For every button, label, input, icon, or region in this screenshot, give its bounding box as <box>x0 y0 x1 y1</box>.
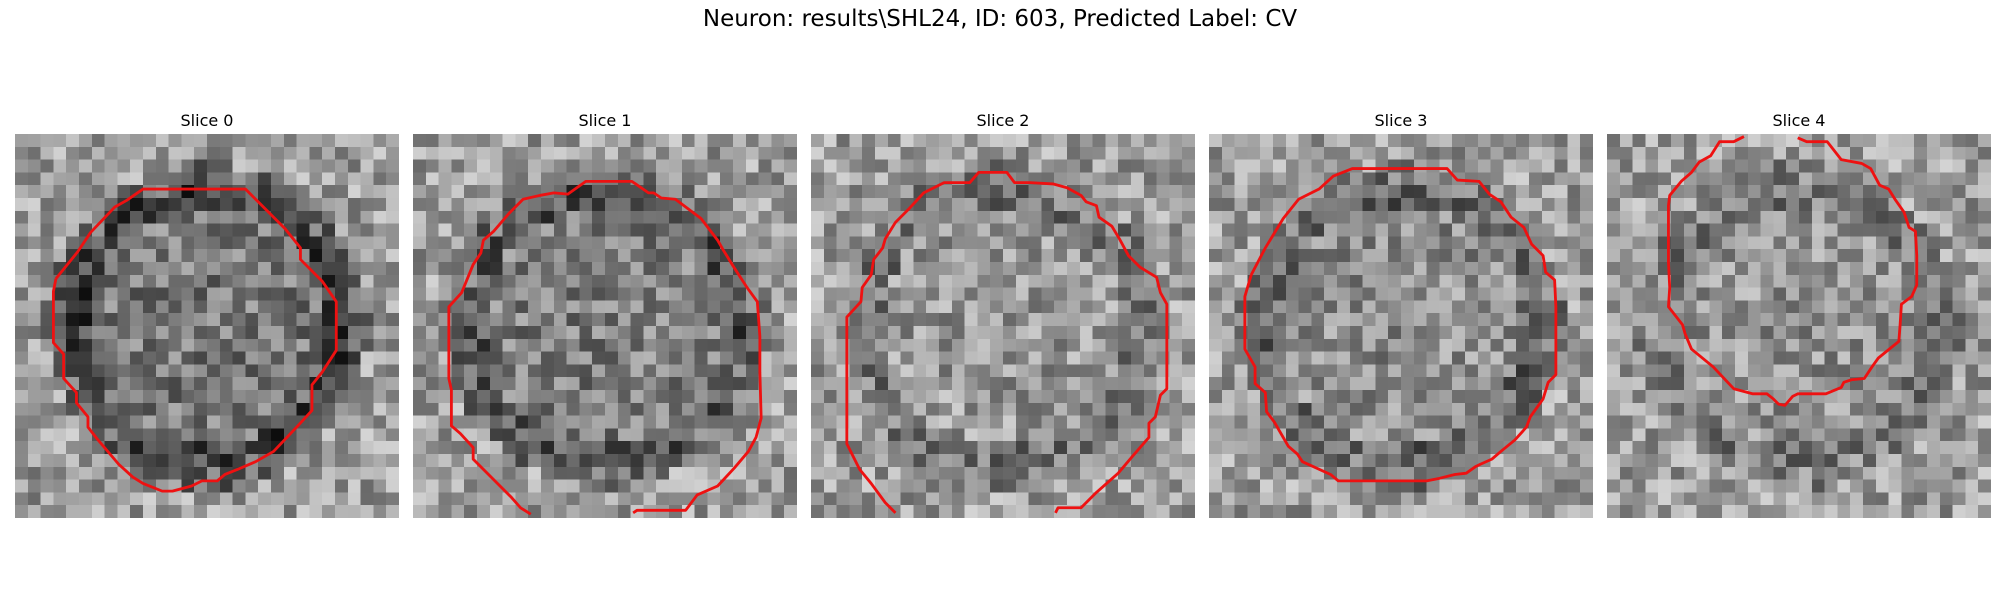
slice-title-1: Slice 1 <box>578 111 632 130</box>
segmentation-contour <box>845 170 1169 514</box>
segmentation-contour <box>447 179 763 516</box>
slice-panel-0: Slice 0 <box>15 108 399 518</box>
slice-panel-4: Slice 4 <box>1607 108 1991 518</box>
slice-image-1 <box>413 134 797 518</box>
slice-image-0 <box>15 134 399 518</box>
segmentation-contour <box>1667 135 1919 407</box>
segmentation-contour <box>1243 167 1558 483</box>
slice-image-3 <box>1209 134 1593 518</box>
slice-title-3: Slice 3 <box>1374 111 1428 130</box>
slice-title-2: Slice 2 <box>976 111 1030 130</box>
slice-panel-2: Slice 2 <box>811 108 1195 518</box>
slice-image-2 <box>811 134 1195 518</box>
slice-panel-3: Slice 3 <box>1209 108 1593 518</box>
slice-image-4 <box>1607 134 1991 518</box>
slice-title-4: Slice 4 <box>1772 111 1826 130</box>
segmentation-contour <box>51 187 338 493</box>
slice-panel-1: Slice 1 <box>413 108 797 518</box>
slice-title-0: Slice 0 <box>180 111 234 130</box>
figure-title: Neuron: results\SHL24, ID: 603, Predicte… <box>702 6 1298 32</box>
